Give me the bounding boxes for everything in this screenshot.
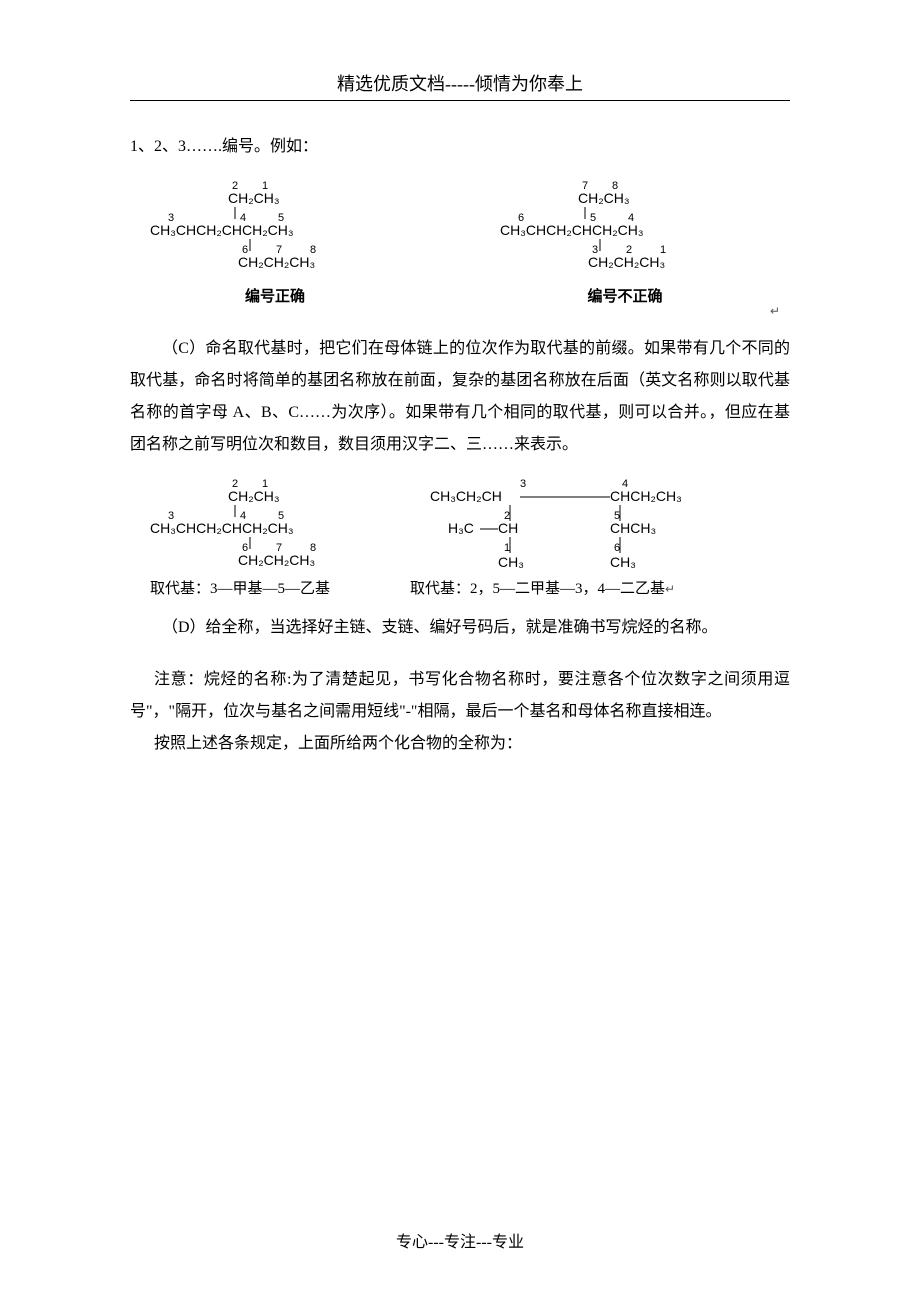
chem-text: CH₂CH₂CH₃ <box>238 254 315 270</box>
return-mark: ↵ <box>500 305 790 319</box>
figure-1-left: 2 1 CH₂CH₃ 3 4 5 CH₃CHCH₂CHCH₂CH₃ 6 7 8 … <box>130 177 440 319</box>
intro-line: 1、2、3…….编号。例如： <box>130 131 790 163</box>
chem-text: CHCH₂CH₃ <box>610 488 682 504</box>
num-1: 1 <box>504 542 510 554</box>
page-content: 精选优质文档-----倾情为你奉上 1、2、3…….编号。例如： 2 1 CH₂… <box>0 0 920 800</box>
chem-text: CHCH₃ <box>610 520 656 536</box>
return-mark: ↵ <box>665 582 675 596</box>
caption-subst-left: 取代基：3—甲基—5—乙基 <box>150 581 390 598</box>
structure-1-right: 7 8 CH₂CH₃ 6 5 4 CH₃CHCH₂CHCH₂CH₃ 3 2 1 … <box>500 177 720 282</box>
chem-text: CH₂CH₃ <box>228 488 280 504</box>
header-rule <box>130 100 790 101</box>
num-3: 3 <box>520 478 526 490</box>
paragraph-note: 注意：烷烃的名称:为了清楚起见，书写化合物名称时，要注意各个位次数字之间须用逗号… <box>130 664 790 728</box>
figure-2-left: 2 1 CH₂CH₃ 3 4 5 CH₃CHCH₂CHCH₂CH₃ 6 7 8 … <box>130 475 390 598</box>
chem-text: CH₃CHCH₂CHCH₂CH₃ <box>150 222 294 238</box>
chem-text: CH <box>498 520 518 536</box>
paragraph-c: （C）命名取代基时，把它们在母体链上的位次作为取代基的前缀。如果带有几个不同的取… <box>130 333 790 461</box>
chem-text: CH₃ <box>498 554 524 570</box>
chem-text: CH₂CH₂CH₃ <box>588 254 665 270</box>
chem-text: CH₂CH₃ <box>228 190 280 206</box>
figure-2: 2 1 CH₂CH₃ 3 4 5 CH₃CHCH₂CHCH₂CH₃ 6 7 8 … <box>130 475 790 598</box>
caption-subst-right: 取代基：2，5—二甲基—3，4—二乙基↵ <box>410 581 790 598</box>
figure-1: 2 1 CH₂CH₃ 3 4 5 CH₃CHCH₂CHCH₂CH₃ 6 7 8 … <box>130 177 790 319</box>
paragraph-final: 按照上述各条规定，上面所给两个化合物的全称为： <box>130 728 790 760</box>
spacer <box>130 644 790 664</box>
caption-incorrect: 编号不正确 <box>500 288 790 305</box>
num-6: 6 <box>614 542 620 554</box>
structure-2-right: 3 4 CH₃CH₂CH CHCH₂CH₃ 2 5 H₃C CH CHCH₃ <box>410 475 730 575</box>
chem-text: CH₃CHCH₂CHCH₂CH₃ <box>500 222 644 238</box>
structure-2-left: 2 1 CH₂CH₃ 3 4 5 CH₃CHCH₂CHCH₂CH₃ 6 7 8 … <box>150 475 370 575</box>
chem-text: CH₃CHCH₂CHCH₂CH₃ <box>150 520 294 536</box>
chem-text: CH₂CH₃ <box>578 190 630 206</box>
chem-text: CH₃CH₂CH <box>430 488 502 504</box>
chem-text: H₃C <box>448 520 474 536</box>
page-footer: 专心---专注---专业 <box>0 1228 920 1252</box>
figure-1-right: 7 8 CH₂CH₃ 6 5 4 CH₃CHCH₂CHCH₂CH₃ 3 2 1 … <box>500 177 790 319</box>
figure-2-right: 3 4 CH₃CH₂CH CHCH₂CH₃ 2 5 H₃C CH CHCH₃ <box>410 475 790 598</box>
caption-correct: 编号正确 <box>150 288 440 305</box>
chem-text: CH₂CH₂CH₃ <box>238 552 315 568</box>
structure-1-left: 2 1 CH₂CH₃ 3 4 5 CH₃CHCH₂CHCH₂CH₃ 6 7 8 … <box>150 177 370 282</box>
chem-text: CH₃ <box>610 554 636 570</box>
paragraph-d: （D）给全称，当选择好主链、支链、编好号码后，就是准确书写烷烃的名称。 <box>130 612 790 644</box>
page-header: 精选优质文档-----倾情为你奉上 <box>130 70 790 96</box>
caption-subst-right-text: 取代基：2，5—二甲基—3，4—二乙基 <box>410 581 665 597</box>
